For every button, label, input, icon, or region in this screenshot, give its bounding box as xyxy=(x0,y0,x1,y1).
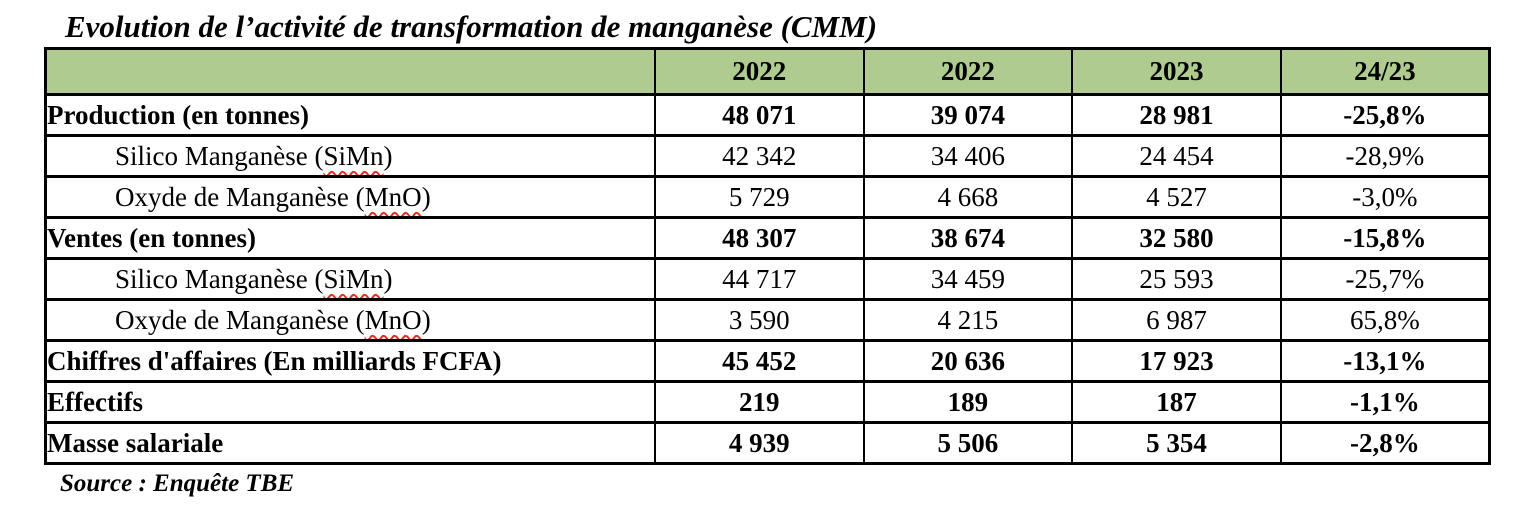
row-label-cell: Effectifs xyxy=(44,380,656,425)
value-cell-2023: 24 454 xyxy=(1071,134,1282,179)
value-cell-2023: 6 987 xyxy=(1071,298,1282,343)
row-label-text: Chiffres d'affaires (En milliards FCFA) xyxy=(47,345,502,376)
row-label-text: Masse salariale xyxy=(47,427,224,458)
value-cell-2022b: 38 674 xyxy=(862,216,1074,261)
document-page: Evolution de l’activité de transformatio… xyxy=(44,9,1491,498)
header-row: 2022 2022 2023 24/23 xyxy=(44,47,1491,97)
row-label-cell: Masse salariale xyxy=(44,421,656,466)
value-cell-2022a: 45 452 xyxy=(653,339,865,384)
row-label-cell: Silico Manganèse (SiMn) xyxy=(44,257,656,302)
value-cell-2023: 5 354 xyxy=(1071,421,1282,466)
value-cell-2023: 28 981 xyxy=(1071,93,1282,138)
manganese-activity-table: 2022 2022 2023 24/23 Production (en tonn… xyxy=(44,47,1491,466)
table-row: Chiffres d'affaires (En milliards FCFA) … xyxy=(44,339,1491,384)
value-cell-ratio: 65,8% xyxy=(1279,298,1491,343)
value-cell-2022b: 34 459 xyxy=(862,257,1074,302)
source-note: Source : Enquête TBE xyxy=(60,470,295,498)
row-label-text: Ventes (en tonnes) xyxy=(47,222,256,253)
row-label-suffix: ) xyxy=(383,140,393,171)
value-cell-2022b: 4 215 xyxy=(862,298,1074,343)
page-title: Evolution de l’activité de transformatio… xyxy=(65,9,878,44)
header-cell-2022b: 2022 xyxy=(862,47,1074,97)
value-cell-2023: 4 527 xyxy=(1071,175,1282,220)
table-row: Effectifs 219 189 187 -1,1% xyxy=(44,380,1491,425)
value-cell-2022a: 44 717 xyxy=(653,257,865,302)
row-label-text: Oxyde de Manganèse ( xyxy=(115,181,365,212)
table-row: Production (en tonnes) 48 071 39 074 28 … xyxy=(44,93,1491,138)
value-cell-2022b: 39 074 xyxy=(862,93,1074,138)
table-row: Silico Manganèse (SiMn) 42 342 34 406 24… xyxy=(44,134,1491,179)
value-cell-2022b: 34 406 xyxy=(862,134,1074,179)
value-cell-2022b: 189 xyxy=(862,380,1074,425)
header-cell-2022a: 2022 xyxy=(653,47,865,97)
row-label-text: Oxyde de Manganèse ( xyxy=(115,304,365,335)
value-cell-2023: 25 593 xyxy=(1071,257,1282,302)
row-label-cell: Production (en tonnes) xyxy=(44,93,656,138)
value-cell-2022a: 5 729 xyxy=(653,175,865,220)
value-cell-ratio: -1,1% xyxy=(1279,380,1491,425)
value-cell-2022a: 3 590 xyxy=(653,298,865,343)
row-label-text: Silico Manganèse ( xyxy=(115,140,324,171)
row-label-suffix: ) xyxy=(421,304,431,335)
row-label-cell: Silico Manganèse (SiMn) xyxy=(44,134,656,179)
row-label-text: Effectifs xyxy=(47,386,143,417)
row-label-cell: Chiffres d'affaires (En milliards FCFA) xyxy=(44,339,656,384)
row-label-text: Production (en tonnes) xyxy=(47,99,310,130)
value-cell-2023: 187 xyxy=(1071,380,1282,425)
row-label-suffix: ) xyxy=(383,263,393,294)
value-cell-ratio: -25,8% xyxy=(1279,93,1491,138)
value-cell-ratio: -2,8% xyxy=(1279,421,1491,466)
header-cell-ratio-24-23: 24/23 xyxy=(1279,47,1491,97)
table-row: Silico Manganèse (SiMn) 44 717 34 459 25… xyxy=(44,257,1491,302)
value-cell-ratio: -15,8% xyxy=(1279,216,1491,261)
header-cell-2023: 2023 xyxy=(1071,47,1282,97)
row-label-text: Silico Manganèse ( xyxy=(115,263,324,294)
value-cell-2022b: 5 506 xyxy=(862,421,1074,466)
value-cell-ratio: -28,9% xyxy=(1279,134,1491,179)
value-cell-2023: 17 923 xyxy=(1071,339,1282,384)
value-cell-2023: 32 580 xyxy=(1071,216,1282,261)
misspelled-term: MnO xyxy=(364,181,422,212)
value-cell-ratio: -13,1% xyxy=(1279,339,1491,384)
value-cell-2022b: 4 668 xyxy=(862,175,1074,220)
header-cell-blank xyxy=(44,47,656,97)
row-label-cell: Oxyde de Manganèse (MnO) xyxy=(44,298,656,343)
value-cell-2022b: 20 636 xyxy=(862,339,1074,384)
table-row: Oxyde de Manganèse (MnO) 3 590 4 215 6 9… xyxy=(44,298,1491,343)
value-cell-ratio: -25,7% xyxy=(1279,257,1491,302)
row-label-suffix: ) xyxy=(421,181,431,212)
misspelled-term: SiMn xyxy=(323,263,384,294)
value-cell-2022a: 42 342 xyxy=(653,134,865,179)
value-cell-2022a: 4 939 xyxy=(653,421,865,466)
table-row: Masse salariale 4 939 5 506 5 354 -2,8% xyxy=(44,421,1491,466)
table-row: Oxyde de Manganèse (MnO) 5 729 4 668 4 5… xyxy=(44,175,1491,220)
value-cell-2022a: 48 071 xyxy=(653,93,865,138)
value-cell-2022a: 219 xyxy=(653,380,865,425)
value-cell-ratio: -3,0% xyxy=(1279,175,1491,220)
row-label-cell: Oxyde de Manganèse (MnO) xyxy=(44,175,656,220)
value-cell-2022a: 48 307 xyxy=(653,216,865,261)
misspelled-term: MnO xyxy=(364,304,422,335)
misspelled-term: SiMn xyxy=(323,140,384,171)
table-row: Ventes (en tonnes) 48 307 38 674 32 580 … xyxy=(44,216,1491,261)
row-label-cell: Ventes (en tonnes) xyxy=(44,216,656,261)
